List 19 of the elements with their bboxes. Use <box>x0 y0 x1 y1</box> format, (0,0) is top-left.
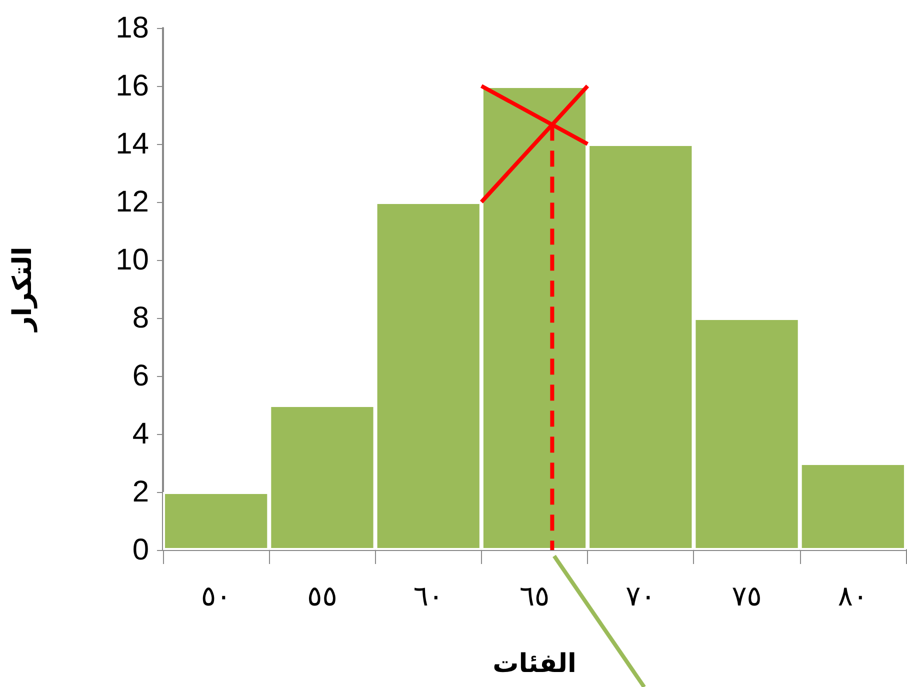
x-tick-label: ٦٥ <box>519 580 550 612</box>
y-tick-label: 12 <box>116 186 149 218</box>
x-tick-label: ٥٥ <box>307 580 338 612</box>
y-tick-label: 6 <box>132 360 149 392</box>
y-tick-label: 10 <box>116 244 149 276</box>
x-tick-label: ٧٠ <box>626 580 656 612</box>
x-axis-title: الفئات <box>492 648 576 678</box>
y-tick-label: 16 <box>116 70 149 102</box>
y-tick-label: 18 <box>116 12 149 44</box>
y-tick-label: 0 <box>132 534 149 566</box>
x-tick-label: ٦٠ <box>413 580 444 612</box>
y-tick-label: 14 <box>116 128 149 160</box>
x-tick-label: ٥٠ <box>201 580 232 612</box>
y-tick-label: 4 <box>132 418 149 450</box>
y-tick-label: 2 <box>132 476 149 508</box>
x-tick-label: ٨٠ <box>838 580 868 612</box>
y-tick-label: 8 <box>132 302 149 334</box>
y-axis-title: التكرار <box>7 246 38 334</box>
x-tick-label: ٧٥ <box>732 580 762 612</box>
